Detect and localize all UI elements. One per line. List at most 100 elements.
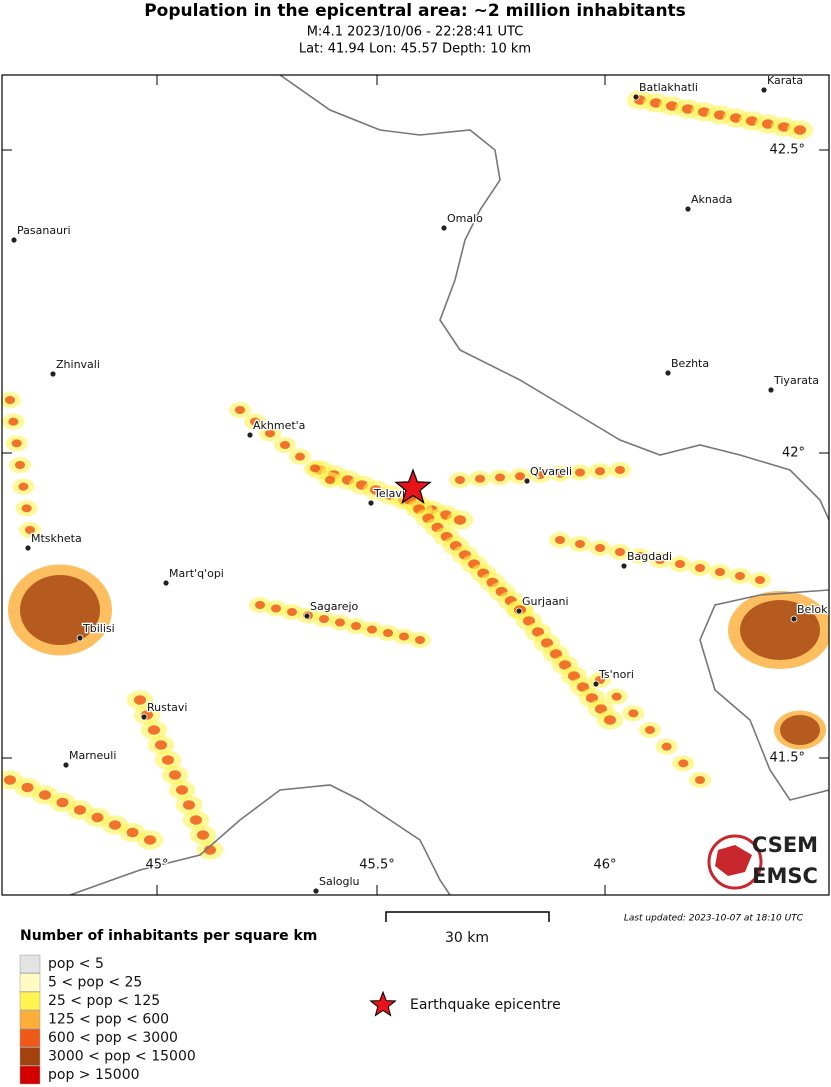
legend-label: pop < 5 bbox=[48, 956, 104, 972]
city-dot bbox=[592, 680, 600, 688]
legend-swatch bbox=[19, 1028, 41, 1048]
density-core bbox=[541, 638, 553, 648]
city-label: Saloglu bbox=[319, 875, 360, 888]
city-label: Tbilisi bbox=[82, 622, 115, 635]
city-label: Bezhta bbox=[671, 357, 709, 370]
density-core bbox=[532, 627, 544, 637]
density-core bbox=[475, 474, 485, 483]
density-core bbox=[204, 845, 216, 855]
city-dot bbox=[162, 579, 170, 587]
population-density bbox=[2, 90, 829, 860]
density-core bbox=[335, 618, 345, 627]
density-core bbox=[415, 636, 425, 644]
legend-swatch bbox=[19, 1047, 41, 1066]
density-core bbox=[695, 776, 705, 784]
legend-swatch bbox=[19, 1010, 41, 1029]
density-core bbox=[91, 812, 104, 823]
density-core bbox=[197, 830, 209, 840]
density-core bbox=[559, 660, 571, 670]
density-core bbox=[109, 820, 121, 830]
city-label: Mart'q'opi bbox=[169, 567, 224, 580]
density-core bbox=[595, 704, 607, 714]
city-label: Telavi bbox=[373, 487, 405, 500]
density-core bbox=[399, 632, 409, 641]
city-label: Bagdadi bbox=[627, 550, 672, 563]
density-core bbox=[56, 797, 69, 808]
density-core bbox=[695, 564, 705, 572]
map-area: Batlakhatli Karata Aknada Omalo Pasanauri Zhi… bbox=[2, 75, 829, 895]
density-core bbox=[615, 548, 625, 556]
city-dot bbox=[303, 612, 311, 620]
density-core bbox=[635, 552, 645, 560]
density-core bbox=[310, 464, 320, 473]
density-core bbox=[271, 604, 281, 613]
density-core bbox=[15, 461, 25, 469]
density-core bbox=[604, 715, 616, 725]
city-dot bbox=[664, 369, 672, 377]
density-core bbox=[21, 782, 34, 793]
density-core bbox=[645, 726, 655, 734]
density-core bbox=[351, 622, 361, 630]
city-dot bbox=[140, 713, 148, 721]
density-core bbox=[523, 616, 535, 626]
density-core bbox=[555, 469, 565, 478]
density-core bbox=[8, 417, 19, 426]
city-label: Pasanauri bbox=[17, 224, 71, 237]
density-core bbox=[740, 600, 820, 660]
event-info: M:4.1 2023/10/06 - 22:28:41 UTC bbox=[307, 25, 524, 40]
density-core bbox=[21, 504, 32, 513]
lon-label: 45° bbox=[145, 858, 168, 873]
density-core bbox=[169, 770, 181, 780]
legend-label: 3000 < pop < 15000 bbox=[48, 1049, 196, 1065]
city-dot bbox=[49, 370, 57, 378]
legend-title: Number of inhabitants per square km bbox=[20, 928, 317, 944]
city-label: Omalo bbox=[447, 212, 483, 225]
density-core bbox=[20, 575, 100, 645]
density-core bbox=[611, 692, 622, 701]
density-core bbox=[18, 482, 29, 491]
density-core bbox=[4, 775, 16, 785]
density-core bbox=[495, 473, 505, 482]
density-core bbox=[319, 615, 329, 623]
city-dot bbox=[367, 499, 375, 507]
city-dot bbox=[515, 607, 523, 615]
city-label: Rustavi bbox=[147, 701, 187, 714]
lat-label: 41.5° bbox=[770, 751, 805, 766]
city-dot bbox=[62, 761, 70, 769]
density-core bbox=[74, 805, 86, 815]
city-dot bbox=[24, 544, 32, 552]
title: Population in the epicentral area: ~2 mi… bbox=[144, 1, 686, 21]
density-core bbox=[126, 827, 139, 838]
cities: Batlakhatli Karata Aknada Omalo Pasanauri Zhi… bbox=[10, 75, 829, 895]
legend-label: pop > 15000 bbox=[48, 1067, 140, 1083]
density-core bbox=[454, 515, 466, 525]
density-core bbox=[155, 740, 167, 750]
legend-swatch bbox=[19, 954, 41, 974]
density-core bbox=[148, 725, 160, 735]
city-dot bbox=[790, 615, 798, 623]
density-core bbox=[144, 835, 156, 845]
density-core bbox=[287, 608, 297, 616]
density-core bbox=[383, 629, 393, 637]
lon-label: 45.5° bbox=[359, 858, 394, 873]
city-label: Ts'nori bbox=[598, 668, 634, 681]
city-dot bbox=[440, 224, 448, 232]
density-core bbox=[675, 560, 685, 568]
lat-label: 42° bbox=[782, 446, 805, 461]
density-core bbox=[265, 429, 275, 438]
density-core bbox=[628, 709, 639, 718]
borders bbox=[69, 75, 829, 895]
density-core bbox=[325, 476, 335, 484]
city-label: Q'vareli bbox=[530, 465, 572, 478]
density-core bbox=[595, 467, 605, 476]
legend: pop < 5 5 < pop < 25 25 < pop < 125 125 < p… bbox=[19, 954, 196, 1085]
density-core bbox=[183, 800, 195, 810]
density-core bbox=[655, 556, 665, 564]
density-core bbox=[250, 417, 260, 426]
density-core bbox=[661, 742, 672, 751]
city-dot bbox=[620, 562, 628, 570]
city-label: Mtskheta bbox=[31, 532, 82, 545]
density-core bbox=[615, 466, 625, 474]
legend-swatch bbox=[19, 973, 41, 992]
